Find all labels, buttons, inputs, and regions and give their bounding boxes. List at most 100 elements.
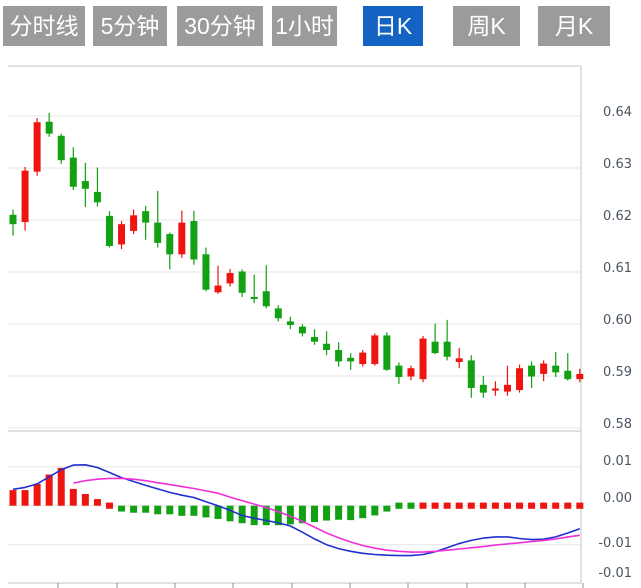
candle-body	[130, 215, 138, 231]
interval-tabbar: 分时线 5分钟 30分钟 1小时 日K 周K 月K	[0, 0, 641, 52]
price-axis-label: 0.63	[603, 157, 632, 172]
candle-body	[576, 373, 584, 380]
macd-histogram-bar	[311, 505, 318, 523]
candle-body	[93, 191, 101, 203]
candle-body	[190, 221, 198, 260]
macd-histogram-bar	[178, 505, 186, 516]
macd-histogram-bar	[455, 502, 463, 509]
macd-histogram-bar	[359, 505, 367, 519]
macd-histogram-bar	[238, 505, 246, 524]
macd-histogram-bar	[93, 499, 101, 506]
macd-histogram-bar	[467, 502, 475, 509]
macd-histogram-bar	[57, 467, 65, 506]
macd-histogram-bar	[45, 474, 53, 506]
candle-body	[564, 370, 572, 380]
candle-body	[455, 358, 463, 362]
macd-histogram-bar	[540, 502, 548, 509]
tab-time-line[interactable]: 分时线	[3, 6, 85, 46]
macd-histogram-bar	[552, 502, 560, 509]
candle-body	[69, 157, 77, 187]
candle-body	[540, 363, 548, 374]
candle-body	[371, 335, 379, 365]
candle-body	[154, 222, 162, 243]
candle-body	[479, 384, 487, 393]
candle-body	[9, 214, 17, 225]
macd-histogram-bar	[105, 502, 113, 509]
candle-body	[335, 350, 343, 362]
macd-histogram-bar	[202, 505, 210, 518]
candle-body	[323, 343, 331, 350]
price-axis-label: 0.61	[603, 261, 632, 276]
macd-histogram-bar	[431, 502, 439, 509]
candle-body	[467, 360, 475, 388]
candle-body	[443, 341, 451, 357]
price-axis-label: 0.58	[603, 417, 632, 432]
macd-axis-label: 0.00	[603, 491, 632, 506]
candle-body	[238, 271, 246, 293]
candle-body	[142, 211, 150, 223]
macd-histogram-bar	[142, 505, 150, 513]
macd-histogram-bar	[528, 502, 536, 509]
candle-body	[226, 273, 234, 284]
candle-body	[395, 365, 403, 378]
candle-body	[516, 368, 524, 391]
macd-histogram-bar	[395, 502, 403, 509]
macd-histogram-bar	[347, 505, 355, 521]
macd-histogram-bar	[262, 505, 270, 526]
candle-body	[166, 234, 174, 255]
candle-body	[250, 296, 258, 300]
price-axis-label: 0.59	[603, 365, 632, 380]
tab-monthly-k[interactable]: 月K	[538, 6, 610, 46]
candle-body	[57, 135, 65, 161]
tab-30min[interactable]: 30分钟	[177, 6, 263, 46]
candle-body	[81, 181, 89, 189]
macd-histogram-bar	[371, 505, 379, 516]
macd-histogram-bar	[81, 494, 89, 506]
candle-body	[214, 285, 222, 293]
candle-body	[274, 308, 282, 319]
macd-histogram-bar	[479, 502, 487, 509]
macd-histogram-bar	[226, 505, 234, 522]
macd-histogram-bar	[419, 502, 427, 509]
macd-histogram-bar	[491, 502, 499, 509]
macd-axis-label: 0.01	[603, 454, 632, 469]
price-axis-label: 0.64	[603, 105, 632, 120]
macd-histogram-bar	[69, 488, 77, 506]
macd-histogram-bar	[286, 505, 294, 525]
macd-axis-label: -0.01	[598, 566, 632, 581]
candle-body	[503, 384, 511, 392]
candle-body	[298, 326, 306, 334]
macd-histogram-bar	[323, 505, 331, 521]
candle-body	[118, 224, 126, 245]
macd-histogram-bar	[214, 505, 222, 519]
macd-histogram-bar	[9, 490, 17, 506]
macd-histogram-bar	[21, 490, 29, 506]
candle-body	[311, 337, 318, 342]
candle-body	[407, 368, 415, 377]
candle-body	[552, 365, 560, 373]
tab-5min[interactable]: 5分钟	[93, 6, 167, 46]
dif-line	[12, 463, 581, 557]
candle-body	[383, 335, 391, 370]
macd-histogram-bar	[503, 502, 511, 509]
candle-body	[21, 170, 29, 223]
macd-histogram-bar	[130, 505, 138, 513]
macd-histogram-bar	[383, 505, 391, 512]
macd-histogram-bar	[250, 505, 258, 526]
macd-histogram-bar	[166, 505, 174, 515]
candle-body	[419, 338, 427, 380]
candle-body	[491, 388, 499, 391]
tab-weekly-k[interactable]: 周K	[453, 6, 520, 46]
price-axis-label: 0.62	[603, 209, 632, 224]
macd-histogram-bar	[118, 505, 126, 512]
macd-histogram-bar	[274, 505, 282, 526]
macd-histogram-bar	[298, 505, 306, 524]
candle-body	[45, 121, 53, 134]
macd-histogram-bar	[33, 483, 41, 506]
macd-histogram-bar	[154, 505, 162, 515]
macd-axis-label: -0.01	[598, 536, 632, 551]
tab-1hour[interactable]: 1小时	[272, 6, 337, 46]
macd-histogram-bar	[516, 502, 524, 509]
tab-daily-k[interactable]: 日K	[363, 6, 423, 46]
